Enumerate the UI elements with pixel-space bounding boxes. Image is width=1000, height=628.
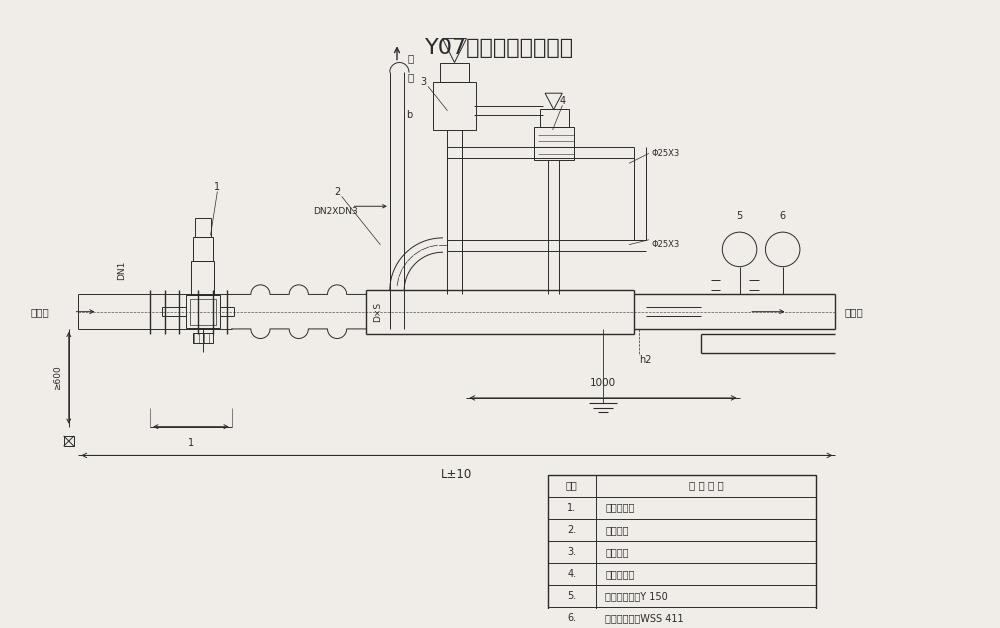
Bar: [548, 475, 816, 628]
Text: 5: 5: [736, 211, 743, 221]
Text: 1000: 1000: [590, 378, 616, 388]
Bar: [433, 82, 476, 129]
Text: 1: 1: [214, 182, 220, 192]
Text: h2: h2: [639, 355, 651, 365]
Text: L±10: L±10: [441, 468, 473, 481]
Text: 供 货 范 围: 供 货 范 围: [689, 480, 723, 490]
Bar: [193, 237, 213, 261]
Bar: [440, 63, 469, 82]
Text: 1: 1: [188, 438, 194, 448]
Bar: [195, 219, 211, 237]
Bar: [186, 295, 220, 328]
Bar: [191, 261, 214, 295]
Text: 空: 空: [407, 72, 413, 82]
Text: 5.: 5.: [567, 591, 576, 601]
Text: 电动减压阀: 电动减压阀: [605, 502, 635, 512]
Text: 3.: 3.: [567, 547, 576, 557]
Text: DN1: DN1: [117, 261, 126, 280]
Text: 工业用压力表Y 150: 工业用压力表Y 150: [605, 591, 668, 601]
Text: 排: 排: [407, 53, 413, 63]
Text: 3: 3: [420, 77, 426, 87]
Text: 新蒸汽: 新蒸汽: [30, 306, 49, 317]
Text: 次蒸汽: 次蒸汽: [845, 306, 864, 317]
Text: D×S: D×S: [373, 301, 382, 322]
Text: Y07型减压装置系列图: Y07型减压装置系列图: [425, 38, 575, 58]
Text: 冲量安全阀: 冲量安全阀: [605, 569, 635, 579]
Bar: [64, 436, 74, 446]
Text: Φ25X3: Φ25X3: [651, 240, 680, 249]
Text: 双金属温度计WSS 411: 双金属温度计WSS 411: [605, 613, 684, 623]
Text: 主安全阀: 主安全阀: [605, 547, 629, 557]
Text: 6: 6: [780, 211, 786, 221]
Bar: [534, 127, 574, 160]
Text: 6.: 6.: [567, 613, 576, 623]
Text: 4: 4: [559, 96, 565, 106]
Text: DN2XDN3: DN2XDN3: [313, 207, 358, 215]
Text: 2: 2: [334, 187, 340, 197]
Bar: [540, 109, 569, 127]
Text: 4.: 4.: [567, 569, 576, 579]
Bar: [193, 333, 213, 343]
Text: 1.: 1.: [567, 502, 576, 512]
Text: Φ25X3: Φ25X3: [651, 149, 680, 158]
Text: b: b: [406, 111, 412, 120]
Text: ≥600: ≥600: [53, 365, 62, 390]
Text: 蒸汽管道: 蒸汽管道: [605, 524, 629, 534]
Text: 序号: 序号: [566, 480, 578, 490]
Text: 2.: 2.: [567, 524, 576, 534]
Bar: [190, 299, 216, 325]
